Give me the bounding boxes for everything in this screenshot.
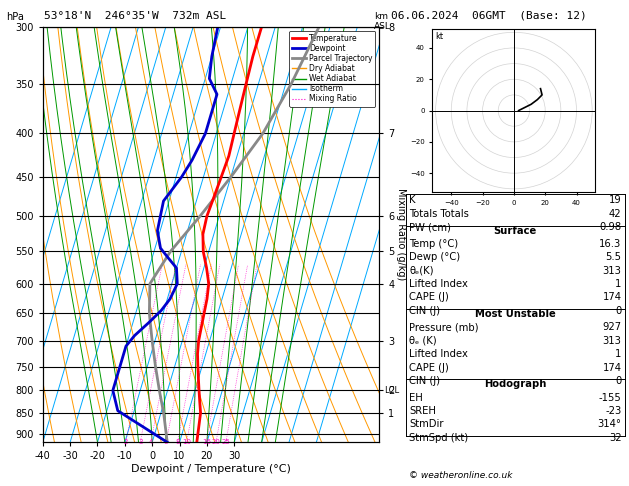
Text: km
ASL: km ASL bbox=[374, 12, 391, 31]
Text: Dewp (°C): Dewp (°C) bbox=[409, 252, 460, 262]
Text: 0: 0 bbox=[615, 376, 621, 386]
Text: 1: 1 bbox=[615, 349, 621, 359]
Text: 313: 313 bbox=[603, 265, 621, 276]
Text: -155: -155 bbox=[599, 393, 621, 403]
Text: θₑ (K): θₑ (K) bbox=[409, 336, 437, 346]
Text: 5.5: 5.5 bbox=[606, 252, 621, 262]
Text: 6: 6 bbox=[164, 439, 169, 445]
Text: LCL: LCL bbox=[384, 386, 399, 395]
Text: 16.3: 16.3 bbox=[599, 239, 621, 249]
Text: CIN (J): CIN (J) bbox=[409, 306, 440, 316]
Text: 8: 8 bbox=[175, 439, 180, 445]
Text: 927: 927 bbox=[603, 323, 621, 332]
Text: Most Unstable: Most Unstable bbox=[475, 309, 555, 319]
Legend: Temperature, Dewpoint, Parcel Trajectory, Dry Adiabat, Wet Adiabat, Isotherm, Mi: Temperature, Dewpoint, Parcel Trajectory… bbox=[289, 31, 376, 106]
Text: 0.98: 0.98 bbox=[599, 222, 621, 232]
Text: 4: 4 bbox=[148, 439, 153, 445]
Text: 314°: 314° bbox=[598, 419, 621, 430]
Text: © weatheronline.co.uk: © weatheronline.co.uk bbox=[409, 470, 513, 480]
Text: Lifted Index: Lifted Index bbox=[409, 279, 469, 289]
Text: θₑ(K): θₑ(K) bbox=[409, 265, 434, 276]
Text: 16: 16 bbox=[202, 439, 211, 445]
Text: 174: 174 bbox=[603, 293, 621, 302]
Text: K: K bbox=[409, 195, 416, 206]
Text: Surface: Surface bbox=[494, 226, 537, 236]
Text: 1: 1 bbox=[615, 279, 621, 289]
Text: SREH: SREH bbox=[409, 406, 437, 416]
Text: 2: 2 bbox=[124, 439, 128, 445]
Text: 174: 174 bbox=[603, 363, 621, 373]
Text: 25: 25 bbox=[221, 439, 230, 445]
Text: hPa: hPa bbox=[6, 12, 24, 22]
Text: EH: EH bbox=[409, 393, 423, 403]
Text: Totals Totals: Totals Totals bbox=[409, 209, 469, 219]
Text: 3: 3 bbox=[138, 439, 142, 445]
Text: CIN (J): CIN (J) bbox=[409, 376, 440, 386]
X-axis label: Dewpoint / Temperature (°C): Dewpoint / Temperature (°C) bbox=[131, 464, 291, 474]
Text: 06.06.2024  06GMT  (Base: 12): 06.06.2024 06GMT (Base: 12) bbox=[391, 11, 587, 21]
Text: 19: 19 bbox=[609, 195, 621, 206]
Text: CAPE (J): CAPE (J) bbox=[409, 293, 449, 302]
Y-axis label: Mixing Ratio (g/kg): Mixing Ratio (g/kg) bbox=[396, 189, 406, 280]
Text: 0: 0 bbox=[615, 306, 621, 316]
Text: -23: -23 bbox=[605, 406, 621, 416]
Text: 42: 42 bbox=[609, 209, 621, 219]
Text: StmSpd (kt): StmSpd (kt) bbox=[409, 433, 469, 443]
Text: 32: 32 bbox=[609, 433, 621, 443]
Text: 53°18'N  246°35'W  732m ASL: 53°18'N 246°35'W 732m ASL bbox=[44, 11, 226, 21]
Text: Hodograph: Hodograph bbox=[484, 380, 547, 389]
Text: 10: 10 bbox=[182, 439, 191, 445]
Text: 313: 313 bbox=[603, 336, 621, 346]
Text: Lifted Index: Lifted Index bbox=[409, 349, 469, 359]
Text: kt: kt bbox=[436, 32, 443, 40]
Text: StmDir: StmDir bbox=[409, 419, 444, 430]
Text: Temp (°C): Temp (°C) bbox=[409, 239, 459, 249]
Text: PW (cm): PW (cm) bbox=[409, 222, 452, 232]
Text: CAPE (J): CAPE (J) bbox=[409, 363, 449, 373]
Text: 20: 20 bbox=[211, 439, 221, 445]
Text: Pressure (mb): Pressure (mb) bbox=[409, 323, 479, 332]
